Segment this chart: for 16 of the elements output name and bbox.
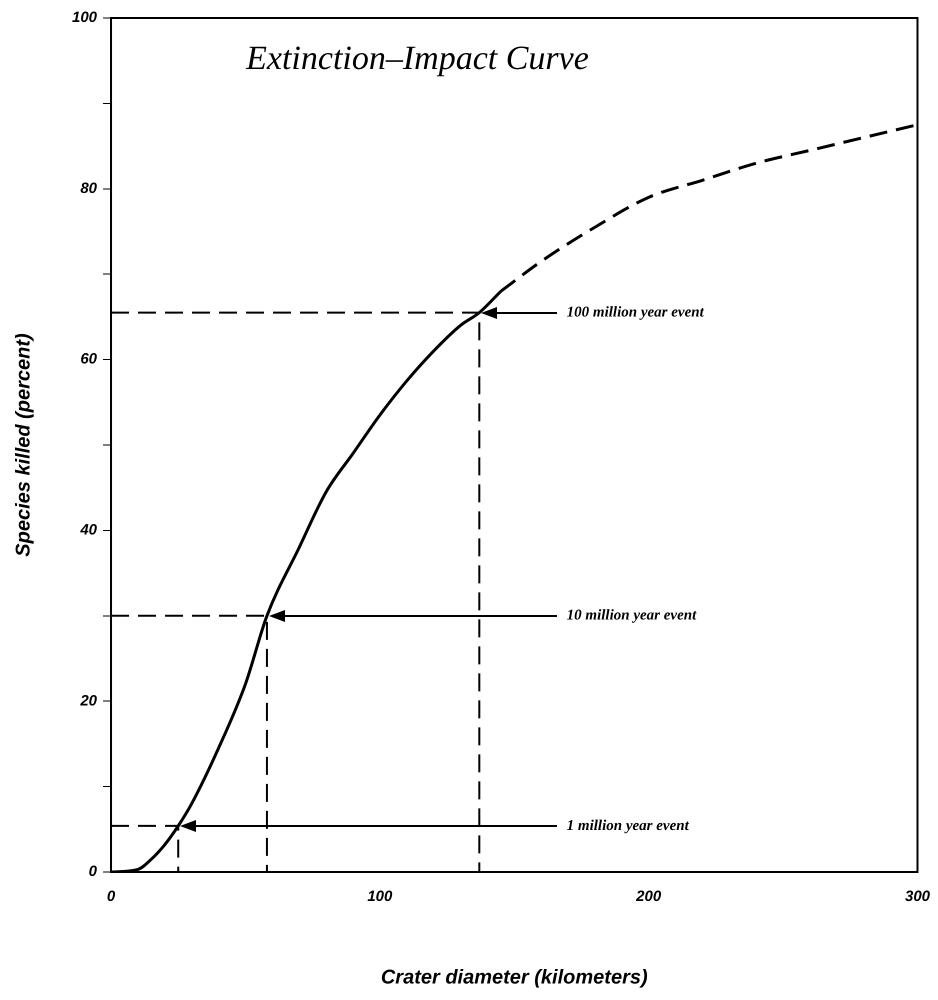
x-tick-label: 200 xyxy=(635,888,662,906)
y-tick-label: 60 xyxy=(80,350,98,368)
y-tick-label: 40 xyxy=(79,522,98,539)
x-axis-title: Crater diameter (kilometers) xyxy=(380,966,648,989)
annotation: 1 million year event xyxy=(566,818,690,834)
y-tick-label: 0 xyxy=(88,863,98,880)
x-tick-label: 300 xyxy=(904,888,931,906)
y-tick-label: 80 xyxy=(80,180,98,197)
x-tick-label: 100 xyxy=(367,888,394,906)
text: Extinction–Impact Curve xyxy=(245,40,589,77)
annotation: 100 million year event xyxy=(566,304,705,321)
x-tick-label: 0 xyxy=(106,888,116,906)
y-tick-label: 100 xyxy=(72,9,98,26)
y-axis-title: Species killed (percent) xyxy=(12,332,35,557)
annotation: 10 million year event xyxy=(566,608,698,624)
y-tick-label: 20 xyxy=(79,692,98,710)
